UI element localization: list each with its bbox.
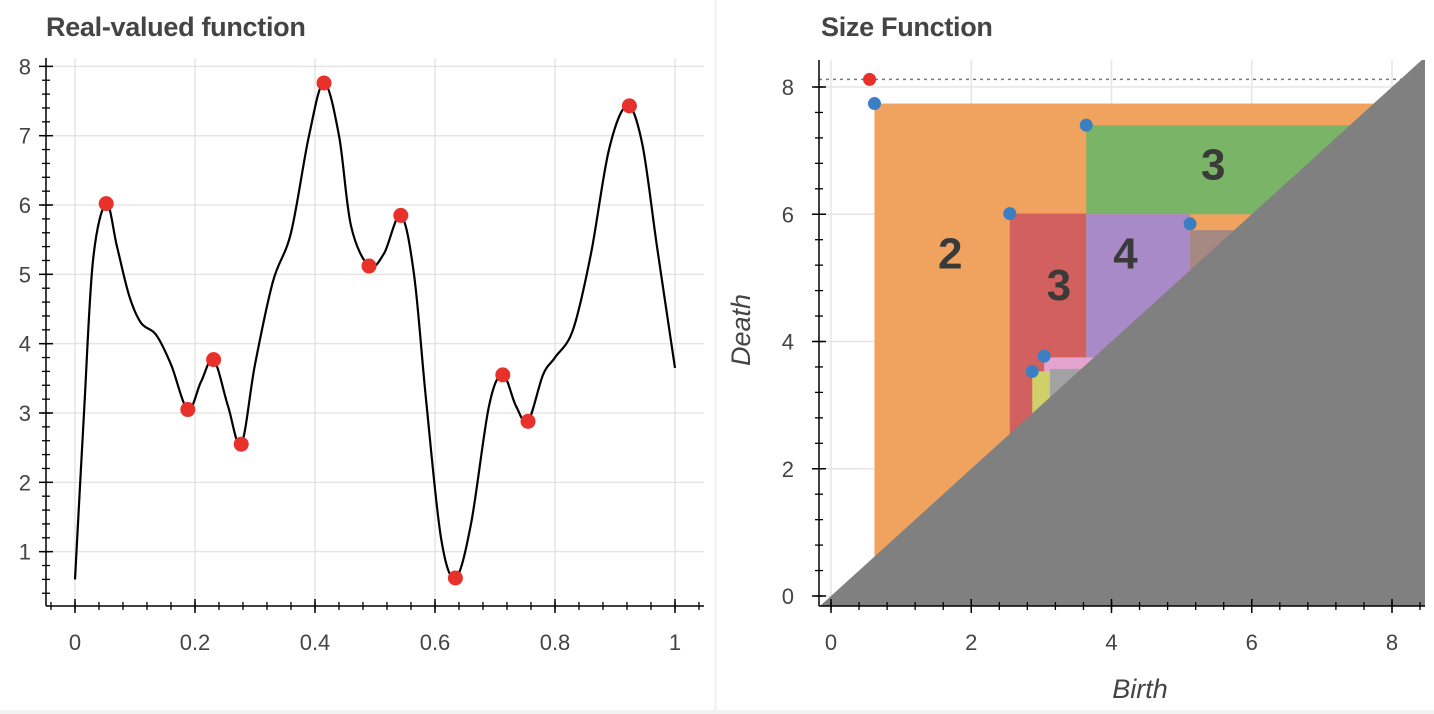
plot-area — [46, 58, 704, 606]
right-chart-title: Size Function — [821, 12, 993, 42]
x-tick-label: 6 — [1246, 630, 1258, 655]
region-count-label: 4 — [1113, 229, 1138, 278]
persistence-point — [1037, 349, 1051, 363]
size-function-panel: Size Function 2 3 4 3 0 2 4 6 8 0 2 4 6 8 Birth Death — [717, 0, 1434, 714]
y-tick-label: 4 — [19, 332, 31, 357]
extremum-point — [98, 196, 114, 212]
y-tick-label: 1 — [19, 540, 31, 565]
persistence-point — [867, 97, 881, 111]
x-tick-label: 8 — [1386, 630, 1398, 655]
y-tick-label: 6 — [19, 193, 31, 218]
y-tick-label: 4 — [782, 330, 794, 355]
x-axis-label: Birth — [1112, 674, 1168, 704]
x-tick-label: 0.2 — [180, 630, 211, 655]
y-tick-label: 7 — [19, 124, 31, 149]
y-tick-label: 0 — [782, 584, 794, 609]
persistence-point — [1079, 118, 1093, 132]
extremum-point — [621, 98, 637, 114]
y-tick-label: 6 — [782, 202, 794, 227]
panel-divider — [714, 0, 717, 714]
persistence-point — [1025, 364, 1039, 378]
x-tick-label: 1 — [669, 630, 681, 655]
persistence-point — [1003, 207, 1017, 221]
diagonal-triangle — [819, 60, 1425, 606]
extremum-point — [447, 570, 463, 586]
real-valued-function-plot: 1 2 3 4 5 6 7 8 0 0.2 0.4 0.6 0.8 1 — [19, 54, 704, 655]
extremum-point — [393, 207, 409, 223]
bottom-strip — [0, 710, 1434, 714]
extremum-point — [361, 258, 377, 274]
y-tick-label: 5 — [19, 262, 31, 287]
real-valued-function-panel: Real-valued function 1 2 3 4 5 6 7 8 0 0.2 0.4 0.6 0… — [0, 0, 714, 714]
x-tick-label: 0 — [825, 630, 837, 655]
region-count-label: 3 — [1201, 140, 1225, 189]
y-tick-label: 3 — [19, 401, 31, 426]
extremum-point — [180, 402, 196, 418]
extremum-point — [520, 413, 536, 429]
extremum-point — [206, 352, 222, 368]
x-tick-label: 0.8 — [540, 630, 571, 655]
essential-point — [863, 72, 877, 86]
x-tick-label: 0.4 — [300, 630, 331, 655]
extremum-point — [316, 75, 332, 91]
x-tick-label: 4 — [1105, 630, 1117, 655]
x-tick-label: 0.6 — [420, 630, 451, 655]
left-chart-title: Real-valued function — [46, 12, 306, 42]
y-tick-label: 8 — [782, 75, 794, 100]
persistence-point — [1183, 217, 1197, 231]
extremum-point — [495, 367, 511, 383]
y-tick-label: 2 — [782, 457, 794, 482]
y-axis-label: Death — [726, 294, 756, 366]
y-tick-label: 8 — [19, 54, 31, 79]
region-count-label: 3 — [1047, 261, 1071, 310]
y-tick-label: 2 — [19, 470, 31, 495]
region-count-label: 2 — [938, 229, 962, 278]
x-tick-label: 2 — [965, 630, 977, 655]
extremum-point — [233, 436, 249, 452]
x-tick-label: 0 — [69, 630, 81, 655]
